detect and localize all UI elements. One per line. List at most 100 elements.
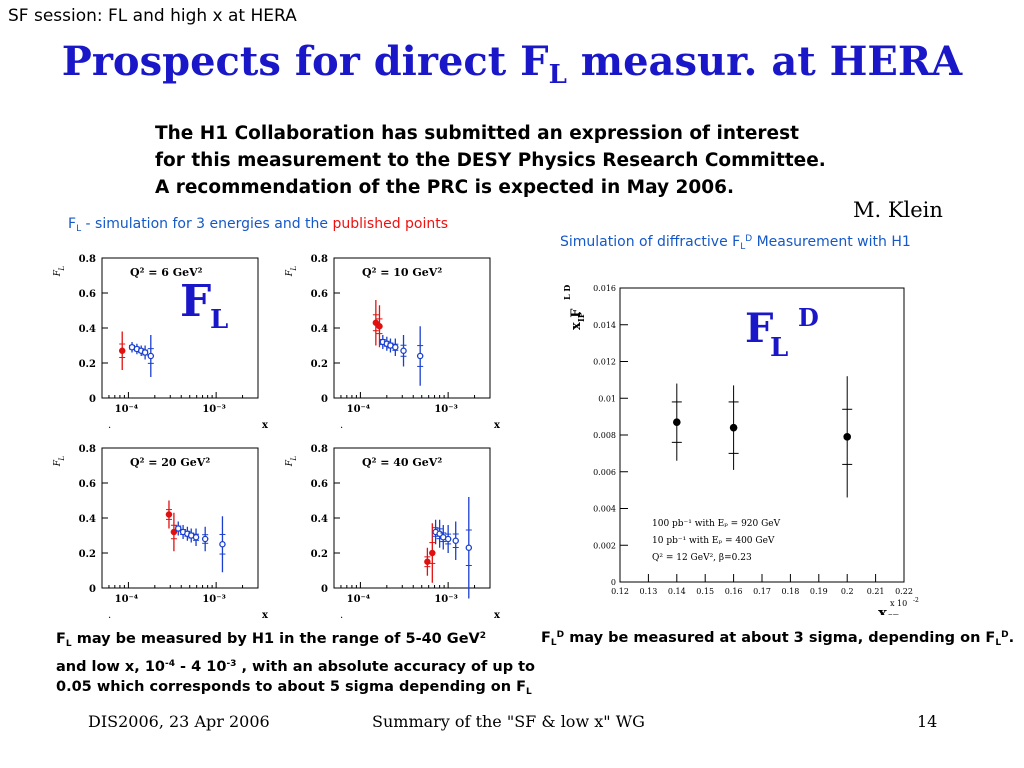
data-point bbox=[192, 534, 200, 541]
left-caption-red: published points bbox=[332, 216, 449, 232]
x-tick-label: 0.21 bbox=[867, 587, 885, 596]
x-multiplier: x 10 bbox=[890, 599, 907, 608]
x-axis-label-sub: IP bbox=[888, 614, 901, 615]
data-point bbox=[170, 528, 178, 536]
y-axis-label-sub: IP bbox=[576, 312, 586, 322]
desc3-sub: L bbox=[526, 687, 532, 697]
y-tick-label: 0.016 bbox=[593, 284, 616, 293]
plot-frame bbox=[333, 257, 491, 399]
desc2-sup1: -4 bbox=[165, 659, 175, 669]
y-tick-label: 0.8 bbox=[79, 254, 96, 265]
x-tick-label: 0.19 bbox=[810, 587, 828, 596]
x-tick-label: 0.13 bbox=[639, 587, 657, 596]
data-point bbox=[444, 535, 452, 543]
q2-label: Q² = 6 GeV² bbox=[130, 266, 203, 279]
page-number: 14 bbox=[917, 712, 938, 731]
data-point bbox=[729, 423, 738, 432]
right-caption-sup: D bbox=[745, 234, 753, 244]
x-axis-dot: . bbox=[340, 420, 343, 431]
y-tick-label: 0.012 bbox=[593, 358, 616, 367]
author-name: M. Klein bbox=[853, 198, 943, 222]
desc1-pre: F bbox=[56, 631, 66, 647]
y-tick-label: 0.6 bbox=[79, 289, 96, 300]
panel-diffractive: 0 0.002 0.004 0.006 0.008 0.01 0.012 0.014 0.016… bbox=[562, 284, 919, 615]
data-point bbox=[219, 541, 226, 548]
y-tick-label: 0.008 bbox=[593, 431, 616, 440]
x-axis-label: x bbox=[262, 420, 269, 431]
rdesc-sup2: D bbox=[1001, 630, 1009, 640]
data-point bbox=[429, 549, 436, 557]
y-axis-label: F bbox=[285, 269, 295, 277]
left-caption-mid: - simulation for 3 energies and the bbox=[81, 216, 333, 232]
x-tick-label: 10⁻⁴ bbox=[347, 594, 371, 605]
data-point bbox=[141, 349, 149, 356]
x-tick-label: 0.2 bbox=[841, 587, 854, 596]
panel-q2-6: 00.20.40.60.810⁻⁴ 10⁻³x.FL Q² = 6 GeV² bbox=[53, 254, 269, 431]
desc2-pre: and low x, 10 bbox=[56, 659, 165, 675]
intro-line-3: A recommendation of the PRC is expected … bbox=[155, 177, 735, 198]
data-point bbox=[165, 511, 173, 518]
y-tick-label: 0.002 bbox=[593, 541, 616, 550]
q2-label: Q² = 20 GeV² bbox=[130, 456, 210, 469]
y-tick-label: 0 bbox=[321, 584, 328, 595]
y-axis-label: x F bbox=[569, 308, 584, 330]
data-point bbox=[376, 323, 383, 330]
y-tick-label: 0.006 bbox=[593, 468, 616, 477]
right-caption-post: Measurement with H1 bbox=[752, 234, 911, 250]
left-description: FL may be measured by H1 in the range of… bbox=[56, 626, 535, 702]
panel-q2-20: 0 0.2 0.4 0.6 0.8 10⁻⁴ 10⁻³ x. FL Q² = 20 GeV² bbox=[53, 444, 269, 621]
fld-simulation-figure: 0 0.002 0.004 0.006 0.008 0.01 0.012 0.014 0.016… bbox=[562, 284, 919, 615]
desc1-sup: 2 bbox=[479, 631, 487, 641]
x-tick-label: 0.18 bbox=[781, 587, 799, 596]
x-tick-label: 10⁻⁴ bbox=[115, 404, 139, 415]
data-point bbox=[673, 418, 681, 426]
x-tick-label: 10⁻⁴ bbox=[115, 594, 139, 605]
y-tick-label: 0.8 bbox=[79, 444, 96, 455]
panel-q2-10: 0 0.2 0.4 0.6 0.8 10⁻⁴ 10⁻³ x. FL Q² = 10 GeV² bbox=[285, 254, 501, 431]
rdesc-sub: L bbox=[550, 638, 557, 648]
x-tick-label: 0.12 bbox=[611, 587, 629, 596]
plot-frame bbox=[333, 447, 491, 589]
y-tick-label: 0.6 bbox=[311, 479, 328, 490]
title-sub: L bbox=[548, 60, 567, 90]
desc2-post: , with an absolute accuracy of up to bbox=[236, 659, 536, 675]
desc2-mid: - 4 10 bbox=[175, 659, 227, 675]
y-axis-label-sub: L bbox=[58, 456, 66, 462]
data-point bbox=[400, 347, 407, 355]
q2-label: Q² = 40 GeV² bbox=[362, 456, 442, 469]
session-label: SF session: FL and high x at HERA bbox=[8, 6, 297, 26]
right-caption-pre: Simulation of diffractive F bbox=[560, 234, 741, 250]
left-caption: FL - simulation for 3 energies and the p… bbox=[68, 216, 448, 234]
y-tick-label: 0.004 bbox=[593, 505, 616, 514]
x-axis-label: x bbox=[494, 420, 501, 431]
fl-overlay-label: F bbox=[180, 276, 211, 327]
x-tick-label: 0.17 bbox=[753, 587, 771, 596]
right-description: FLD may be measured at about 3 sigma, de… bbox=[541, 630, 1014, 648]
x-tick-label: 0.22 bbox=[895, 587, 913, 596]
right-caption-sub: L bbox=[740, 242, 746, 252]
y-axis-label: F bbox=[53, 459, 63, 467]
left-desc-line-2: and low x, 10-4 - 4 10-3 , with an absol… bbox=[56, 654, 535, 677]
fld-overlay-sub: L bbox=[770, 333, 788, 363]
desc2-sup2: -3 bbox=[226, 659, 237, 669]
data-point bbox=[175, 525, 182, 532]
desc1-sub: L bbox=[65, 639, 72, 649]
y-tick-label: 0.2 bbox=[79, 549, 96, 560]
rdesc-sub2: L bbox=[995, 638, 1002, 648]
title-post: measur. at HERA bbox=[566, 38, 963, 85]
x-tick-label: 10⁻³ bbox=[202, 404, 226, 415]
data-point bbox=[843, 433, 851, 441]
x-tick-label: 10⁻³ bbox=[202, 594, 226, 605]
title-pre: Prospects for direct F bbox=[61, 38, 549, 85]
y-tick-label: 0.4 bbox=[79, 514, 96, 525]
legend-entry: Q² = 12 GeV², β=0.23 bbox=[652, 553, 752, 563]
data-point bbox=[147, 352, 155, 360]
y-tick-label: 0.01 bbox=[598, 394, 616, 403]
y-tick-label: 0.6 bbox=[311, 289, 328, 300]
right-caption: Simulation of diffractive FLD Measuremen… bbox=[560, 234, 911, 252]
x-axis-label: x bbox=[262, 610, 269, 621]
y-axis-label-sub: L bbox=[290, 266, 298, 272]
y-axis-label-sub: L bbox=[290, 456, 298, 462]
x-axis-dot: . bbox=[108, 610, 111, 621]
x-tick-label: 0.15 bbox=[696, 587, 714, 596]
